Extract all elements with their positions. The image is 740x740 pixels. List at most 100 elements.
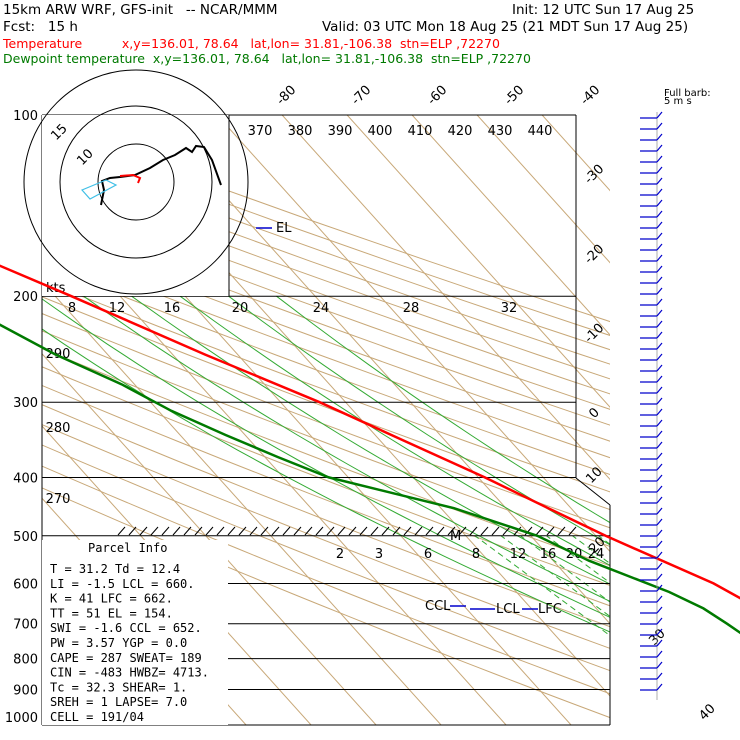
lfc-label: LFC bbox=[538, 602, 562, 617]
isotherm-line bbox=[541, 115, 610, 192]
isotherm-side-label: 0 bbox=[586, 405, 602, 421]
moist-adiabat-label: 12 bbox=[109, 301, 126, 316]
isotherm-top-label: -80 bbox=[274, 83, 300, 109]
parcel-info-row: CAPE = 287 SWEAT= 189 bbox=[50, 651, 202, 665]
wind-barb-flag bbox=[656, 331, 663, 339]
dry-adiabat-line bbox=[42, 424, 610, 649]
hatch-mark bbox=[370, 526, 379, 536]
m-label: M bbox=[450, 529, 461, 544]
parcel-info-row: K = 41 LFC = 662. bbox=[50, 592, 173, 606]
el-label: EL bbox=[276, 221, 292, 236]
hatch-mark bbox=[557, 526, 566, 536]
hatch-mark bbox=[172, 526, 181, 536]
wind-barb-flag bbox=[656, 628, 663, 636]
theta-label: 390 bbox=[328, 124, 353, 139]
theta-label: 380 bbox=[288, 124, 313, 139]
hodograph-background bbox=[42, 115, 229, 296]
isotherm-line bbox=[281, 115, 610, 481]
moist-adiabat-label: 28 bbox=[403, 301, 420, 316]
isotherm-line bbox=[346, 115, 610, 408]
wind-barb-flag bbox=[656, 584, 663, 592]
hatch-mark bbox=[568, 526, 577, 536]
parcel-info-box: Parcel Info T = 31.2 Td = 12.4LI = -1.5 L… bbox=[42, 540, 228, 725]
hatch-mark bbox=[469, 526, 478, 536]
pressure-tick-label: 800 bbox=[13, 653, 38, 668]
parcel-info-row: SREH = 1 LAPSE= 7.0 bbox=[50, 695, 187, 709]
wind-barb-flag bbox=[656, 144, 663, 152]
hodograph-shear-box bbox=[80, 179, 118, 200]
isotherm-side-label: 40 bbox=[696, 701, 718, 723]
isotherm-top-label: -60 bbox=[425, 83, 451, 109]
mixing-ratio-label: 24 bbox=[588, 547, 605, 562]
theta-label: 400 bbox=[368, 124, 393, 139]
wind-barb-flag bbox=[656, 386, 663, 394]
wind-barb-flag bbox=[656, 408, 663, 416]
dry-adiabat-line bbox=[42, 203, 610, 410]
theta-left-label: 270 bbox=[46, 492, 71, 507]
isotherm-top-label: -70 bbox=[349, 83, 375, 109]
hatch-mark bbox=[425, 526, 434, 536]
dry-adiabat-line bbox=[42, 232, 610, 442]
theta-label: 430 bbox=[488, 124, 513, 139]
hatch-mark bbox=[513, 526, 522, 536]
hodograph-ring bbox=[23, 69, 249, 295]
wind-barb-flag bbox=[656, 309, 663, 317]
wind-barb-flag bbox=[656, 683, 663, 691]
wind-barb-flag bbox=[656, 617, 663, 625]
mixing-ratio-label: 6 bbox=[424, 547, 432, 562]
isotherm-top-label: -40 bbox=[578, 83, 604, 109]
theta-left-label: 280 bbox=[46, 421, 71, 436]
parcel-info-row: SWI = -1.6 CCL = 652. bbox=[50, 621, 202, 635]
wind-barb-flag bbox=[656, 529, 663, 537]
wind-barb-flag bbox=[656, 463, 663, 471]
hatch-mark bbox=[535, 526, 544, 536]
hatch-mark bbox=[414, 526, 423, 536]
pressure-tick-label: 700 bbox=[13, 618, 38, 633]
parcel-info-row: LI = -1.5 LCL = 660. bbox=[50, 577, 195, 591]
hatch-mark bbox=[304, 526, 313, 536]
hatch-mark bbox=[326, 526, 335, 536]
wind-barb-flag bbox=[656, 595, 663, 603]
hatch-mark bbox=[315, 526, 324, 536]
pressure-tick-label: 300 bbox=[13, 396, 38, 411]
hodograph-ring bbox=[59, 105, 213, 259]
parcel-info-row: T = 31.2 Td = 12.4 bbox=[50, 562, 180, 576]
temperature-profile bbox=[0, 264, 740, 600]
wind-barb-flag bbox=[656, 232, 663, 240]
temperature-legend: Temperature x,y=136.01, 78.64 lat,lon= 3… bbox=[3, 36, 500, 51]
dry-adiabat-line bbox=[42, 296, 610, 511]
isotherm-line bbox=[42, 208, 507, 725]
hodograph-storm-motion bbox=[119, 173, 142, 184]
hatch-mark bbox=[260, 526, 269, 536]
isotherm-top-label: -50 bbox=[502, 83, 528, 109]
wind-barb-flag bbox=[656, 177, 663, 185]
wind-barb-flag bbox=[656, 672, 663, 680]
parcel-info-row: Tc = 32.3 SHEAR= 1. bbox=[50, 680, 187, 694]
dry-adiabat-line bbox=[42, 248, 610, 459]
wind-barb-flag bbox=[656, 496, 663, 504]
mixing-ratio-label: 12 bbox=[510, 547, 527, 562]
hatch-mark bbox=[117, 526, 126, 536]
hatch-mark bbox=[271, 526, 280, 536]
dry-adiabat-line bbox=[42, 217, 610, 426]
hatch-mark bbox=[216, 526, 225, 536]
isotherm-side-label: -20 bbox=[582, 242, 608, 268]
dewpoint-legend: Dewpoint temperature x,y=136.01, 78.64 l… bbox=[3, 51, 531, 66]
dry-adiabat-line bbox=[42, 465, 610, 695]
moist-adiabat-label: 16 bbox=[164, 301, 181, 316]
hatch-mark bbox=[447, 526, 456, 536]
hatch-mark bbox=[139, 526, 148, 536]
wind-barb-flag bbox=[656, 122, 663, 130]
wind-barb-flag bbox=[656, 485, 663, 493]
theta-label: 370 bbox=[248, 124, 273, 139]
init-time: Init: 12 UTC Sun 17 Aug 25 bbox=[512, 2, 695, 18]
wind-barb-flag bbox=[656, 661, 663, 669]
moist-adiabat-label: 8 bbox=[68, 301, 76, 316]
mixing-ratio-label: 16 bbox=[540, 547, 557, 562]
theta-label: 420 bbox=[448, 124, 473, 139]
pressure-tick-label: 500 bbox=[13, 530, 38, 545]
dry-adiabat-line bbox=[42, 263, 610, 476]
forecast-hour: Fcst: 15 h bbox=[3, 19, 78, 35]
